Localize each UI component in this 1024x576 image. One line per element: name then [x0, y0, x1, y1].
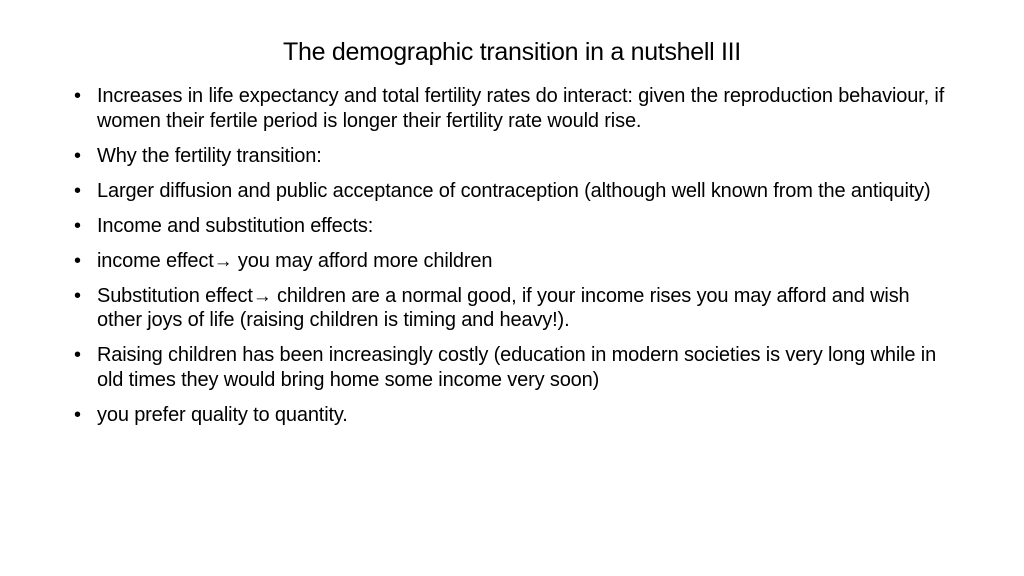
- bullet-item: • Larger diffusion and public acceptance…: [74, 179, 954, 204]
- bullet-text: Increases in life expectancy and total f…: [97, 85, 945, 132]
- bullet-list: • Increases in life expectancy and total…: [74, 84, 954, 438]
- bullet-text: you prefer quality to quantity.: [97, 403, 348, 426]
- bullet-dot-icon: •: [74, 179, 81, 202]
- bullet-text: Larger diffusion and public acceptance o…: [97, 179, 931, 202]
- bullet-text-before: income effect: [97, 249, 214, 272]
- bullet-text-before: Substitution effect: [97, 284, 253, 307]
- bullet-text-after: you may afford more children: [232, 249, 493, 272]
- bullet-item: • Increases in life expectancy and total…: [74, 84, 954, 133]
- slide-title: The demographic transition in a nutshell…: [283, 38, 741, 66]
- bullet-text: Raising children has been increasingly c…: [97, 344, 937, 391]
- bullet-item: • Income and substitution effects:: [74, 214, 954, 239]
- bullet-item: • Raising children has been increasingly…: [74, 343, 954, 392]
- bullet-dot-icon: •: [74, 249, 81, 272]
- bullet-dot-icon: •: [74, 85, 81, 107]
- bullet-item: • Why the fertility transition:: [74, 144, 954, 169]
- arrow-right-icon: →: [252, 285, 272, 307]
- bullet-dot-icon: •: [74, 284, 81, 307]
- bullet-item: • you prefer quality to quantity.: [74, 403, 954, 428]
- bullet-text: Why the fertility transition:: [97, 144, 322, 167]
- bullet-dot-icon: •: [74, 403, 81, 426]
- bullet-dot-icon: •: [74, 214, 81, 237]
- bullet-item: • income effect→ you may afford more chi…: [74, 249, 954, 274]
- bullet-text: Substitution effect→ children are a norm…: [97, 285, 910, 332]
- bullet-text-after: children are a normal good, if your inco…: [97, 284, 910, 332]
- bullet-item: • Substitution effect→ children are a no…: [74, 284, 954, 333]
- bullet-text: income effect→ you may afford more child…: [97, 249, 493, 272]
- arrow-right-icon: →: [213, 250, 233, 272]
- bullet-text: Income and substitution effects:: [97, 214, 374, 237]
- bullet-dot-icon: •: [74, 144, 81, 167]
- bullet-dot-icon: •: [74, 344, 81, 366]
